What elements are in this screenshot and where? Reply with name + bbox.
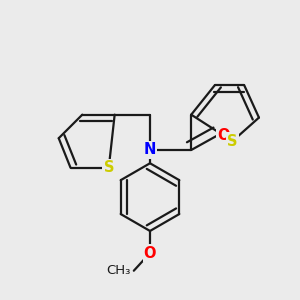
Text: O: O [218, 128, 230, 143]
Text: S: S [227, 134, 238, 149]
Text: N: N [144, 142, 156, 158]
Text: O: O [144, 246, 156, 261]
Text: CH₃: CH₃ [106, 264, 131, 277]
Text: S: S [103, 160, 114, 175]
